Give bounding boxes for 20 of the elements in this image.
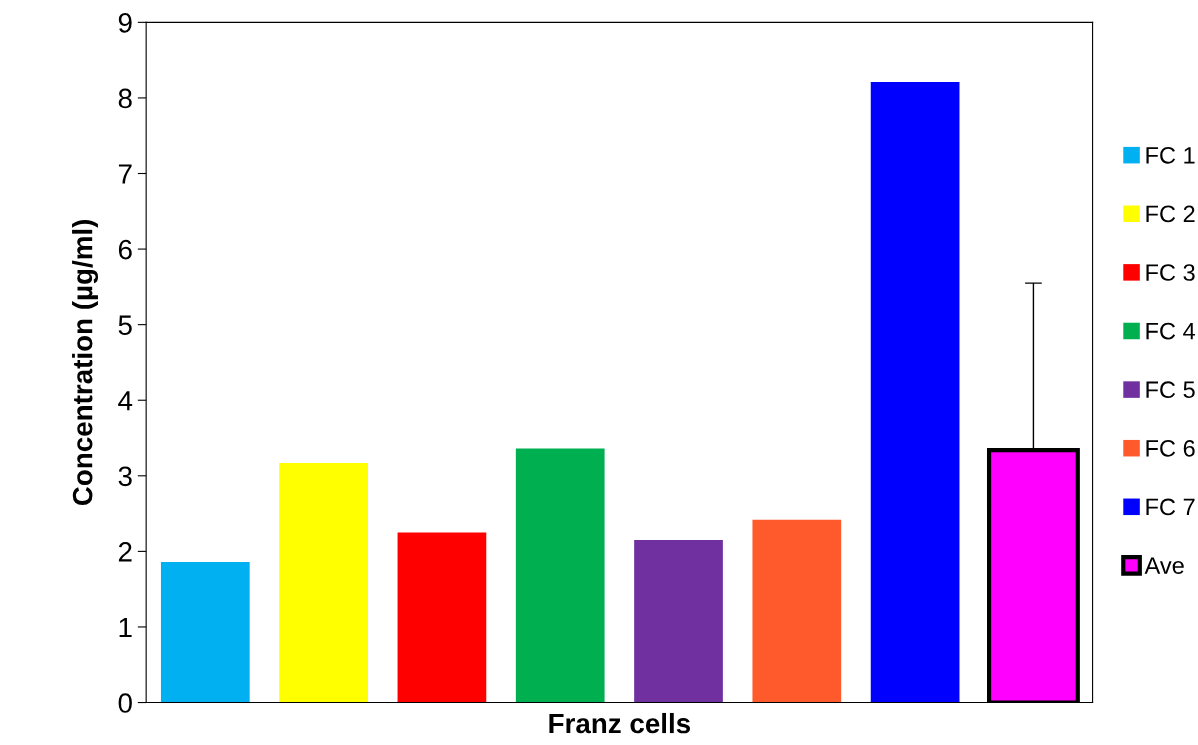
legend-label: FC 1	[1146, 146, 1195, 164]
legend-label: FC 6	[1146, 439, 1195, 457]
y-tick-label: 0	[118, 693, 132, 713]
y-tick-label: 7	[118, 164, 132, 184]
y-tick-label: 9	[118, 13, 132, 33]
legend-label: FC 2	[1146, 205, 1195, 223]
y-tick-label: 8	[118, 88, 132, 109]
y-tick-label: 6	[118, 239, 132, 260]
legend-label: FC 5	[1146, 381, 1195, 399]
y-tick-label: 2	[118, 542, 132, 562]
legend-label: FC 3	[1146, 264, 1195, 281]
y-tick-label: 1	[119, 617, 132, 638]
y-axis-title: Concentration (µg/ml)	[72, 220, 99, 506]
y-tick-label: 4	[118, 391, 133, 411]
legend-label: FC 4	[1146, 322, 1196, 340]
y-tick-label: 3	[118, 466, 132, 487]
legend-label: FC 7	[1146, 498, 1195, 516]
x-axis-title: Franz cells	[549, 712, 691, 734]
legend-label: Ave	[1144, 557, 1184, 574]
y-tick-label: 5	[118, 315, 132, 335]
